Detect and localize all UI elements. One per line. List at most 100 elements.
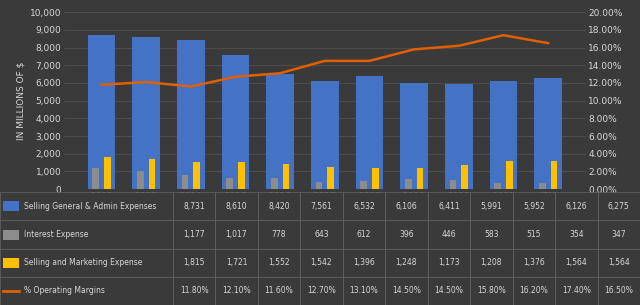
Bar bbox=[494, 183, 501, 189]
Text: 17.40%: 17.40% bbox=[562, 286, 591, 296]
Bar bbox=[173, 192, 215, 220]
Bar bbox=[598, 249, 640, 277]
Text: 12.70%: 12.70% bbox=[307, 286, 336, 296]
Bar bbox=[215, 277, 258, 305]
Text: 5,952: 5,952 bbox=[523, 202, 545, 211]
Bar bbox=[513, 192, 555, 220]
Bar bbox=[342, 220, 385, 249]
Bar bbox=[372, 168, 379, 189]
Bar bbox=[173, 220, 215, 249]
Text: 8,610: 8,610 bbox=[226, 202, 247, 211]
Text: 6,411: 6,411 bbox=[438, 202, 460, 211]
Text: 1,248: 1,248 bbox=[396, 258, 417, 267]
Text: Interest Expense: Interest Expense bbox=[24, 230, 89, 239]
Bar bbox=[506, 161, 513, 189]
Text: % Operating Margins: % Operating Margins bbox=[24, 286, 105, 296]
Bar bbox=[342, 192, 385, 220]
Text: 1,542: 1,542 bbox=[310, 258, 332, 267]
Text: 12.10%: 12.10% bbox=[222, 286, 251, 296]
Bar bbox=[428, 249, 470, 277]
Bar bbox=[555, 220, 598, 249]
Text: 1,177: 1,177 bbox=[183, 230, 205, 239]
Text: 8,731: 8,731 bbox=[183, 202, 205, 211]
Bar bbox=[193, 162, 200, 189]
Bar bbox=[513, 220, 555, 249]
Bar bbox=[258, 249, 300, 277]
Bar bbox=[555, 277, 598, 305]
Bar bbox=[385, 277, 428, 305]
Bar bbox=[470, 220, 513, 249]
Bar bbox=[258, 192, 300, 220]
Bar bbox=[300, 192, 342, 220]
Bar bbox=[385, 220, 428, 249]
Bar bbox=[316, 182, 323, 189]
Text: 8,420: 8,420 bbox=[268, 202, 290, 211]
Bar bbox=[0, 192, 173, 220]
Bar bbox=[461, 165, 468, 189]
Bar bbox=[417, 168, 423, 189]
Bar bbox=[342, 277, 385, 305]
Bar bbox=[555, 192, 598, 220]
Bar bbox=[598, 277, 640, 305]
Text: 6,532: 6,532 bbox=[353, 202, 375, 211]
Bar bbox=[539, 183, 545, 189]
Bar bbox=[405, 179, 412, 189]
Text: 1,564: 1,564 bbox=[608, 258, 630, 267]
Text: 1,208: 1,208 bbox=[481, 258, 502, 267]
Bar bbox=[311, 81, 339, 189]
Bar bbox=[470, 192, 513, 220]
Bar bbox=[3, 230, 19, 239]
Bar bbox=[0, 220, 173, 249]
Bar bbox=[215, 192, 258, 220]
Bar bbox=[227, 178, 233, 189]
Bar bbox=[266, 74, 294, 189]
Text: 583: 583 bbox=[484, 230, 499, 239]
Text: 6,275: 6,275 bbox=[608, 202, 630, 211]
Bar bbox=[238, 162, 244, 189]
Bar bbox=[3, 258, 19, 268]
Bar bbox=[182, 175, 188, 189]
Bar bbox=[137, 171, 144, 189]
Bar bbox=[534, 78, 562, 189]
Text: 14.50%: 14.50% bbox=[392, 286, 421, 296]
Bar bbox=[555, 249, 598, 277]
Bar bbox=[470, 249, 513, 277]
Text: 16.50%: 16.50% bbox=[604, 286, 633, 296]
Text: 612: 612 bbox=[356, 230, 371, 239]
Text: 14.50%: 14.50% bbox=[435, 286, 463, 296]
Bar bbox=[173, 249, 215, 277]
Text: 1,017: 1,017 bbox=[226, 230, 247, 239]
Bar bbox=[132, 37, 160, 189]
Bar bbox=[445, 84, 472, 189]
Bar bbox=[300, 220, 342, 249]
Text: 11.80%: 11.80% bbox=[180, 286, 209, 296]
Bar bbox=[470, 277, 513, 305]
Text: 7,561: 7,561 bbox=[310, 202, 332, 211]
Text: 5,991: 5,991 bbox=[481, 202, 502, 211]
Bar bbox=[300, 249, 342, 277]
Bar bbox=[221, 55, 250, 189]
Text: 1,721: 1,721 bbox=[226, 258, 247, 267]
Bar bbox=[283, 164, 289, 189]
Text: 1,396: 1,396 bbox=[353, 258, 375, 267]
Bar bbox=[342, 249, 385, 277]
Bar bbox=[300, 277, 342, 305]
Text: 1,564: 1,564 bbox=[565, 258, 587, 267]
Text: 1,815: 1,815 bbox=[183, 258, 205, 267]
Bar bbox=[327, 167, 334, 189]
Text: 13.10%: 13.10% bbox=[349, 286, 378, 296]
Text: 515: 515 bbox=[527, 230, 541, 239]
Bar bbox=[490, 81, 517, 189]
Bar bbox=[513, 277, 555, 305]
Text: 1,376: 1,376 bbox=[523, 258, 545, 267]
Text: 347: 347 bbox=[611, 230, 626, 239]
Bar bbox=[598, 192, 640, 220]
Text: 778: 778 bbox=[272, 230, 286, 239]
Bar bbox=[449, 180, 456, 189]
Bar bbox=[0, 249, 173, 277]
Bar bbox=[385, 192, 428, 220]
Bar bbox=[385, 249, 428, 277]
Bar bbox=[258, 220, 300, 249]
Bar bbox=[92, 168, 99, 189]
Text: 446: 446 bbox=[442, 230, 456, 239]
